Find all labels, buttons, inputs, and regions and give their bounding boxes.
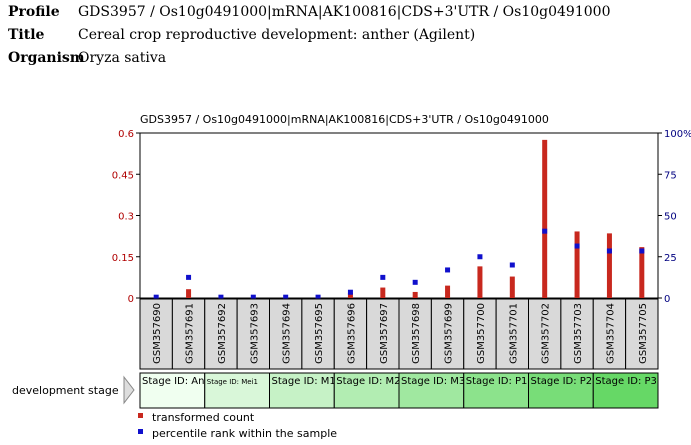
stage-arrow-icon (123, 375, 135, 405)
percentile-point (153, 294, 159, 300)
count-bar (574, 231, 580, 298)
stage-group-label: Stage ID: P3 (595, 376, 657, 387)
sample-label: GSM357699 (444, 303, 455, 364)
sample-label: GSM357695 (314, 303, 325, 364)
sample-label: GSM357690 (152, 303, 163, 364)
sample-label: GSM357703 (573, 303, 584, 364)
right-axis-tick-label: 50 (664, 212, 677, 223)
stage-group-label: Stage ID: M1 (272, 376, 336, 387)
count-bar (639, 247, 645, 298)
stage-group-cell (139, 372, 206, 409)
title-label: Title (8, 27, 45, 43)
sample-label: GSM357702 (541, 303, 552, 364)
left-axis-tick-label: 0.3 (118, 212, 134, 223)
sample-label: GSM357701 (508, 303, 519, 364)
sample-cell (398, 298, 432, 370)
left-axis-tick-label: 0 (128, 294, 134, 305)
stage-group-label: Stage ID: M2 (336, 376, 400, 387)
sample-cell (139, 298, 173, 370)
sample-label: GSM357698 (411, 303, 422, 364)
sample-label: GSM357696 (346, 303, 357, 364)
percentile-point (412, 279, 418, 285)
count-bar (477, 266, 483, 298)
percentile-point (445, 267, 451, 273)
right-axis-tick-label: 75 (664, 170, 677, 181)
sample-label: GSM357705 (638, 303, 649, 364)
percentile-point (250, 294, 256, 300)
sample-label: GSM357694 (282, 303, 293, 364)
stage-group-cell (204, 372, 270, 409)
factor-label: development stage (12, 384, 119, 397)
left-axis-tick-label: 0.6 (118, 129, 134, 140)
count-bar (186, 289, 192, 298)
sample-label: GSM357700 (476, 303, 487, 364)
sample-cell (301, 298, 335, 370)
legend-percentile-label: percentile rank within the sample (152, 427, 337, 440)
stage-group-label: Stage ID: P1 (466, 376, 528, 387)
percentile-point (347, 289, 353, 295)
sample-cell (592, 298, 627, 370)
chart-title: GDS3957 / Os10g0491000|mRNA|AK100816|CDS… (140, 113, 549, 126)
stage-group-label: Stage ID: An1 (142, 376, 211, 387)
sample-cell (430, 298, 465, 370)
count-bar (380, 287, 386, 298)
sample-cell (625, 298, 659, 370)
stage-group-cell (463, 372, 529, 409)
sample-cell (236, 298, 270, 370)
stage-group-label: Stage ID: P2 (531, 376, 593, 387)
percentile-point (639, 248, 645, 254)
count-bar (509, 276, 515, 298)
left-axis-tick-label: 0.45 (112, 170, 134, 181)
percentile-point (283, 294, 289, 300)
legend-percentile-swatch (138, 429, 143, 434)
organism-label: Organism (8, 50, 85, 66)
percentile-point (186, 274, 192, 280)
percentile-point (574, 243, 580, 249)
sample-label: GSM357691 (185, 303, 196, 364)
count-bar (412, 291, 418, 298)
sample-cell (463, 298, 497, 370)
legend-count-label: transformed count (152, 411, 255, 424)
sample-label: GSM357693 (249, 303, 260, 364)
plot-frame (139, 132, 659, 299)
stage-group-label: Stage ID: Mei1 (207, 378, 258, 386)
sample-cell (333, 298, 368, 370)
percentile-point (380, 274, 386, 280)
title-value: Cereal crop reproductive development: an… (78, 27, 476, 43)
right-axis-tick-label: 25 (664, 253, 677, 264)
stage-group-cell (592, 372, 659, 409)
sample-cell (204, 298, 238, 370)
sample-label: GSM357697 (379, 303, 390, 364)
percentile-point (606, 248, 612, 254)
count-bar (445, 285, 451, 298)
percentile-point (477, 254, 483, 260)
stage-group-label: Stage ID: M3 (401, 376, 465, 387)
count-bar (542, 139, 548, 298)
percentile-point (509, 262, 515, 268)
right-axis-tick-label: 0 (664, 294, 670, 305)
percentile-point (218, 294, 224, 300)
sample-cell (495, 298, 529, 370)
organism-value: Oryza sativa (78, 50, 167, 66)
percentile-point (542, 228, 548, 234)
sample-cell (269, 298, 303, 370)
left-axis-tick-label: 0.15 (112, 253, 134, 264)
count-bar (606, 233, 612, 298)
sample-cell (171, 298, 206, 370)
legend-count-swatch (138, 413, 143, 418)
stage-group-cell (398, 372, 465, 409)
profile-value: GDS3957 / Os10g0491000|mRNA|AK100816|CDS… (78, 4, 611, 20)
sample-label: GSM357692 (217, 303, 228, 364)
right-axis-tick-label: 100% (664, 129, 691, 140)
percentile-point (315, 294, 321, 300)
sample-label: GSM357704 (605, 303, 616, 364)
profile-label: Profile (8, 4, 60, 20)
count-bar (347, 293, 353, 298)
stage-group-cell (269, 372, 335, 409)
